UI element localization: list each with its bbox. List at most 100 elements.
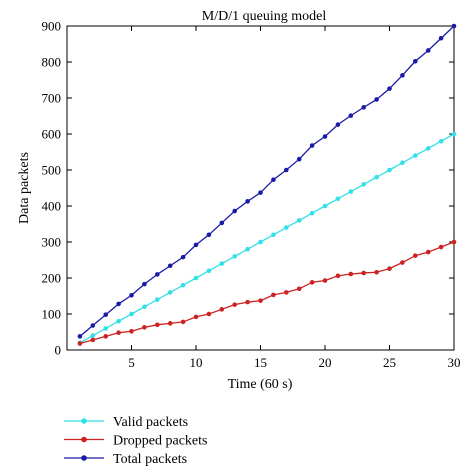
data-point: [425, 249, 431, 255]
data-point: [387, 86, 392, 91]
data-point: [206, 232, 212, 238]
data-point: [103, 312, 108, 318]
data-point: [413, 153, 418, 158]
data-point: [155, 272, 160, 277]
data-point: [116, 301, 121, 307]
data-point: [322, 278, 328, 283]
x-tick-label: 30: [448, 355, 461, 370]
data-point: [374, 97, 379, 102]
data-point: [180, 282, 186, 288]
data-point: [374, 269, 379, 275]
y-tick-label: 400: [42, 199, 62, 214]
x-tick-label: 25: [383, 355, 396, 370]
y-tick-label: 800: [42, 55, 62, 70]
data-point: [425, 146, 431, 151]
legend-swatch-marker: [81, 455, 87, 461]
data-point: [296, 286, 302, 292]
data-point: [387, 266, 392, 271]
data-point: [77, 334, 83, 339]
data-point: [451, 131, 457, 137]
series-valid-packets: [77, 131, 457, 346]
data-point: [425, 48, 431, 53]
data-point: [206, 268, 212, 274]
data-point: [232, 208, 237, 214]
data-point: [219, 307, 225, 312]
legend-item: Total packets: [64, 452, 187, 467]
x-tick-label: 15: [254, 355, 267, 370]
data-point: [193, 314, 199, 320]
legend: Valid packets Dropped packets Total packet…: [64, 415, 207, 467]
data-point: [348, 113, 354, 118]
data-point: [296, 156, 302, 162]
data-point: [335, 196, 341, 202]
data-point: [90, 337, 96, 343]
x-axis: 5 10 15 20 25 30: [128, 26, 461, 370]
legend-item: Valid packets: [64, 415, 188, 430]
data-point: [142, 325, 147, 330]
data-point: [219, 220, 225, 226]
data-point: [361, 270, 367, 276]
data-point: [361, 182, 367, 187]
y-tick-label: 0: [55, 343, 62, 358]
series-line: [79, 241, 455, 345]
data-point: [271, 292, 276, 298]
y-tick-label: 900: [42, 19, 62, 34]
x-tick-label: 10: [190, 355, 203, 370]
data-point: [309, 143, 315, 148]
x-tick-label: 20: [319, 355, 332, 370]
data-point: [400, 160, 405, 166]
chart-title: M/D/1 queuing model: [202, 9, 327, 24]
y-tick-label: 700: [42, 91, 62, 106]
data-point: [451, 239, 457, 245]
data-point: [155, 322, 160, 328]
data-point: [374, 174, 379, 180]
data-point: [258, 298, 263, 303]
data-point: [284, 225, 289, 230]
data-point: [258, 239, 263, 245]
data-point: [271, 177, 276, 183]
data-point: [142, 304, 147, 310]
data-point: [206, 311, 212, 317]
data-point: [167, 263, 173, 269]
data-point: [155, 297, 160, 302]
data-point: [348, 189, 354, 194]
y-tick-label: 600: [42, 127, 62, 142]
data-point: [167, 290, 173, 295]
data-point: [232, 302, 237, 307]
data-point: [193, 275, 199, 281]
data-point: [245, 246, 250, 252]
data-point: [438, 138, 444, 144]
data-point: [335, 273, 341, 279]
data-point: [180, 254, 186, 260]
data-point: [193, 242, 199, 248]
data-point: [167, 321, 173, 326]
data-point: [90, 333, 96, 338]
data-point: [284, 167, 289, 173]
x-axis-title: Time (60 s): [228, 377, 293, 392]
data-point: [335, 122, 341, 127]
data-point: [387, 167, 392, 173]
data-point: [400, 260, 405, 265]
data-point: [451, 23, 457, 29]
data-point: [284, 290, 289, 295]
series-line: [79, 25, 455, 337]
data-point: [129, 311, 134, 317]
data-point: [232, 254, 237, 259]
data-point: [219, 261, 225, 266]
data-point: [103, 326, 108, 331]
legend-swatch-marker: [81, 418, 87, 424]
data-point: [129, 328, 134, 334]
y-axis-title: Data packets: [17, 152, 32, 224]
data-point: [90, 323, 96, 328]
data-point: [309, 210, 315, 216]
x-tick-label: 5: [128, 355, 135, 370]
legend-label: Valid packets: [113, 415, 188, 430]
data-point: [103, 334, 108, 339]
data-point: [309, 280, 315, 285]
data-point: [413, 253, 418, 258]
data-point: [142, 281, 147, 287]
y-axis: 0 100 200 300 400 500 600 700 800 900: [42, 19, 454, 358]
series-layer: [77, 23, 457, 346]
data-point: [116, 318, 121, 324]
data-point: [296, 218, 302, 223]
